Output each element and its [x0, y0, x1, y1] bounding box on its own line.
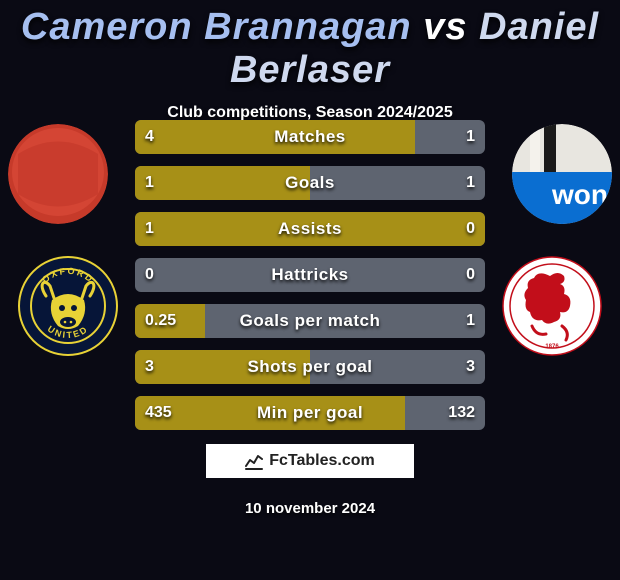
player-avatar-right: wong — [512, 124, 612, 224]
club-badge-right: 1876 — [502, 256, 602, 356]
stat-label: Hattricks — [135, 258, 485, 292]
stat-label: Goals — [135, 166, 485, 200]
stat-label: Min per goal — [135, 396, 485, 430]
stat-label: Goals per match — [135, 304, 485, 338]
player-avatar-left — [8, 124, 108, 224]
club-badge-left: OXFORD UNITED — [18, 256, 118, 356]
stat-label: Assists — [135, 212, 485, 246]
stat-value-right: 0 — [466, 212, 475, 246]
stat-label: Matches — [135, 120, 485, 154]
title-left-name: Cameron Brannagan — [21, 6, 412, 48]
svg-text:wong: wong — [551, 179, 612, 210]
title-vs: vs — [423, 6, 467, 48]
stat-value-right: 1 — [466, 166, 475, 200]
footer-brand-text: FcTables.com — [269, 452, 375, 470]
stat-row: 0.25Goals per match1 — [135, 304, 485, 338]
comparison-chart: 4Matches11Goals11Assists00Hattricks00.25… — [135, 120, 485, 442]
stat-value-right: 1 — [466, 304, 475, 338]
svg-text:1876: 1876 — [545, 344, 559, 350]
stat-row: 4Matches1 — [135, 120, 485, 154]
chart-icon — [245, 452, 263, 470]
footer-brand: FcTables.com — [206, 444, 414, 478]
comparison-title: Cameron Brannagan vs Daniel Berlaser — [0, 0, 620, 92]
stat-value-right: 132 — [448, 396, 475, 430]
stat-value-right: 1 — [466, 120, 475, 154]
footer-date: 10 november 2024 — [245, 500, 375, 517]
stat-value-right: 3 — [466, 350, 475, 384]
stat-row: 0Hattricks0 — [135, 258, 485, 292]
stat-row: 435Min per goal132 — [135, 396, 485, 430]
stat-value-right: 0 — [466, 258, 475, 292]
stat-row: 1Goals1 — [135, 166, 485, 200]
stat-row: 1Assists0 — [135, 212, 485, 246]
stat-row: 3Shots per goal3 — [135, 350, 485, 384]
stat-label: Shots per goal — [135, 350, 485, 384]
